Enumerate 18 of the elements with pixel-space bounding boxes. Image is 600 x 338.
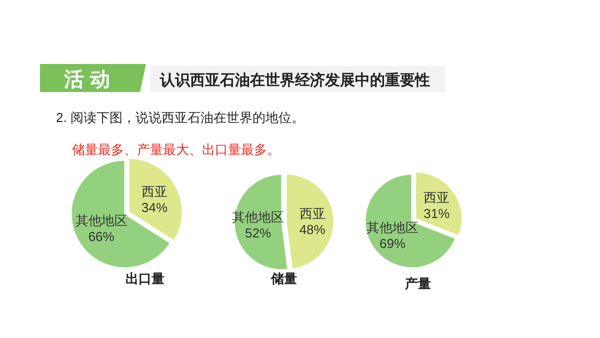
text: 储量 — [270, 271, 297, 286]
slice-label: 其他地区 — [366, 220, 419, 236]
slice-label: 西亚 — [424, 190, 450, 206]
data-label: 34% — [142, 200, 168, 215]
slice-label: 西亚 — [142, 184, 168, 199]
text: 2. 阅读下图，说说西亚石油在世界的地位。 — [56, 110, 304, 125]
data-label: 52% — [245, 226, 272, 241]
text: 活动 — [63, 69, 116, 91]
text: 储量最多、产量最大、出口量最多。 — [72, 142, 280, 157]
slice-label: 西亚 — [299, 206, 326, 222]
slice-label: 其他地区 — [75, 213, 128, 228]
data-label: 48% — [299, 222, 326, 238]
text: 产量 — [404, 276, 431, 291]
data-label: 66% — [88, 229, 115, 244]
text: 出口量 — [126, 271, 164, 286]
data-label: 31% — [424, 206, 450, 222]
data-label: 69% — [380, 236, 406, 252]
text: 认识西亚石油在世界经济发展中的重要性 — [159, 71, 430, 89]
